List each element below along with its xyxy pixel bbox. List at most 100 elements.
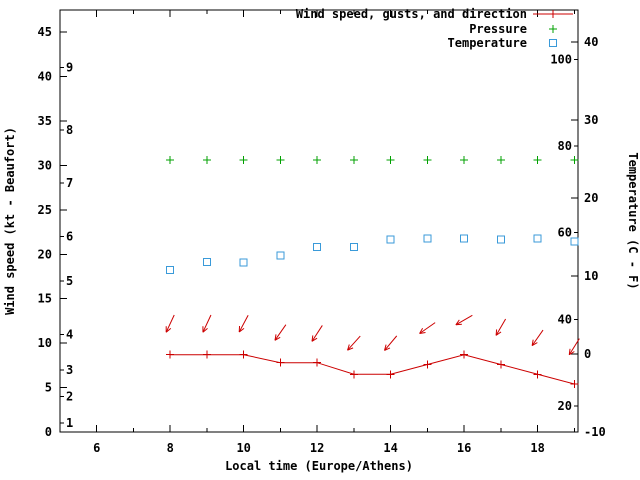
pressure-marker (386, 156, 395, 165)
wind-direction-arrow (202, 314, 212, 333)
beaufort-label: 4 (66, 327, 73, 341)
y-left-tick-label: 40 (38, 70, 52, 84)
pressure-marker (166, 156, 175, 165)
x-tick-label: 6 (93, 441, 100, 455)
legend-plus-sample (549, 25, 557, 33)
pressure-marker (460, 156, 469, 165)
wind-speed-marker (239, 350, 248, 359)
beaufort-label: 3 (66, 363, 73, 377)
wind-speed-marker (202, 350, 211, 359)
arrow-head (419, 331, 426, 334)
pressure-marker (349, 156, 358, 165)
fahrenheit-label: 100 (550, 52, 572, 66)
fahrenheit-label: 40 (558, 312, 572, 326)
arrow-shaft (455, 314, 473, 326)
wind-speed-marker (496, 360, 505, 369)
pressure-marker (202, 156, 211, 165)
y-left-tick-label: 30 (38, 158, 52, 172)
y-right-tick-label: 0 (584, 347, 591, 361)
y-right-tick-label: 30 (584, 113, 598, 127)
arrow-head (347, 347, 354, 351)
plot-border (59, 9, 579, 433)
arrow-shaft (419, 322, 436, 334)
wind-speed-marker (349, 370, 358, 379)
pressure-marker (570, 156, 579, 165)
wind-speed-line (170, 354, 575, 385)
legend-label-wind: Wind speed, gusts, and direction (296, 7, 527, 21)
legend: Wind speed, gusts, and direction Pressur… (296, 7, 573, 50)
arrow-shaft (238, 314, 249, 333)
y-left-tick-label: 15 (38, 292, 52, 306)
wind-speed-marker (386, 370, 395, 379)
beaufort-label: 8 (66, 123, 73, 137)
legend-label-pressure: Pressure (469, 22, 527, 36)
arrow-shaft (495, 318, 507, 336)
wind-speed-marker (423, 360, 432, 369)
wind-direction-arrow (238, 314, 249, 333)
beaufort-label: 6 (66, 230, 73, 244)
y-left-axis-title: Wind speed (kt - Beaufort) (3, 127, 17, 315)
beaufort-label: 9 (66, 61, 73, 75)
beaufort-label: 7 (66, 176, 73, 190)
x-tick-label: 10 (236, 441, 250, 455)
arrow-head (165, 327, 172, 333)
x-tick-label: 14 (383, 441, 397, 455)
arrow-head (455, 323, 462, 326)
temperature-marker (570, 237, 579, 246)
pressure-marker (239, 156, 248, 165)
pressure-marker (313, 156, 322, 165)
arrow-shaft (311, 325, 323, 342)
arrow-head (495, 331, 502, 336)
x-tick-label: 8 (167, 441, 174, 455)
series-layer (165, 156, 580, 389)
arrow-shaft (202, 314, 212, 333)
wind-speed-marker (313, 358, 322, 367)
arrow-shaft (384, 335, 398, 351)
arrow-shaft (568, 338, 580, 356)
wind-direction-arrow (384, 335, 398, 351)
temperature-marker (239, 258, 248, 267)
beaufort-label: 1 (66, 416, 73, 430)
y-left-tick-label: 10 (38, 336, 52, 350)
arrow-shaft (165, 314, 175, 333)
arrow-head (455, 319, 460, 326)
x-tick-label: 16 (457, 441, 471, 455)
arrow-head (347, 344, 350, 351)
fahrenheit-label: 60 (558, 226, 572, 240)
legend-square-sample (549, 39, 557, 47)
arrow-head (384, 344, 387, 351)
arrow-head (274, 336, 281, 341)
arrow-head (311, 335, 314, 342)
temperature-marker (202, 257, 211, 266)
temperature-marker (276, 251, 285, 260)
arrow-shaft (531, 329, 544, 346)
wind-direction-arrow (419, 322, 436, 334)
y-left-tick-label: 5 (45, 381, 52, 395)
arrow-head (569, 351, 575, 356)
pressure-marker (276, 156, 285, 165)
wind-speed-marker (166, 350, 175, 359)
wind-direction-arrow (568, 338, 580, 356)
legend-plus-sample (549, 10, 557, 18)
arrow-head (531, 339, 534, 346)
y-left-tick-label: 35 (38, 114, 52, 128)
wind-direction-arrow (347, 335, 361, 351)
arrow-head (568, 348, 571, 355)
arrow-head (311, 337, 318, 342)
beaufort-label: 5 (66, 274, 73, 288)
arrow-head (384, 347, 391, 351)
arrow-shaft (347, 335, 361, 351)
fahrenheit-label: 20 (558, 399, 572, 413)
temperature-marker (423, 234, 432, 243)
y-left-tick-label: 0 (45, 425, 52, 439)
legend-label-temperature: Temperature (448, 36, 527, 50)
temperature-marker (496, 235, 505, 244)
y-right-tick-label: 10 (584, 269, 598, 283)
wind-direction-arrow (311, 325, 323, 342)
y-left-tick-label: 25 (38, 203, 52, 217)
wind-speed-marker (533, 370, 542, 379)
y-right-axis-title: Temperature (C - F) (626, 152, 640, 289)
arrow-head (531, 342, 538, 347)
